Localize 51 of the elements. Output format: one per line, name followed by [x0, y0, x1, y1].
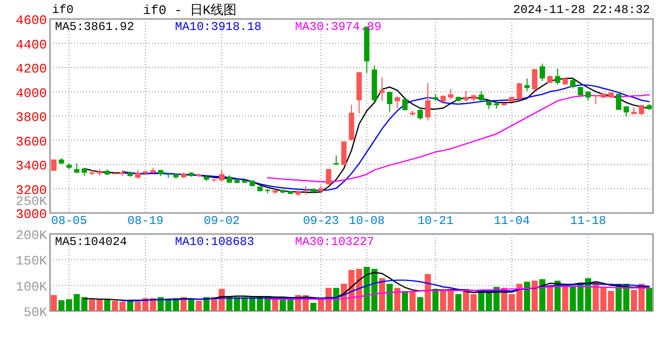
y-tick-label: 200K	[16, 228, 48, 243]
x-tick-label: 09-23	[302, 214, 339, 228]
candlestick	[402, 98, 408, 112]
candlestick	[540, 63, 545, 82]
text: MA5:104024	[55, 235, 128, 249]
y-tick-label: 150K	[16, 254, 48, 269]
y-tick-label: 4000	[16, 86, 47, 101]
y-tick-label: 3800	[16, 110, 47, 125]
y-tick-label: 3400	[16, 158, 47, 174]
x-tick-label: 08-05	[51, 214, 88, 228]
candlestick	[334, 154, 339, 166]
candlestick	[425, 82, 430, 122]
line-series	[266, 286, 650, 300]
y-tick-label: 3600	[16, 134, 47, 150]
candlestick	[524, 78, 530, 92]
text: 2024-11-28 22:48:32	[513, 3, 650, 17]
candlestick	[624, 106, 629, 118]
text: 250K	[16, 194, 48, 209]
text: MA30:103227	[295, 235, 374, 249]
y-tick-label: 4400	[16, 37, 47, 52]
chart-title: if0 - 日K线图	[143, 3, 237, 18]
x-tick-label: 08-19	[127, 214, 164, 228]
y-tick-label: 4200	[16, 62, 47, 76]
text: MA30:3974.89	[295, 20, 382, 34]
text: if0	[52, 3, 74, 17]
x-tick-label: 10-08	[348, 214, 385, 228]
candlestick	[554, 68, 560, 85]
candlestick	[394, 96, 400, 109]
candlestick	[448, 88, 454, 100]
candlestick	[326, 168, 332, 186]
y-tick-label: 50K	[24, 305, 48, 320]
candlestick	[51, 159, 56, 172]
candlestick	[570, 76, 576, 89]
x-tick-label: 10-21	[417, 214, 454, 228]
candlestick	[219, 170, 224, 182]
candlestick	[74, 163, 80, 174]
y-tick-label: 3000	[16, 207, 47, 222]
x-tick-label: 09-02	[204, 214, 240, 228]
candlestick	[478, 90, 484, 102]
candlestick	[418, 108, 423, 120]
line-series	[122, 280, 650, 302]
candlestick	[616, 93, 622, 111]
y-tick-label: 4600	[16, 13, 47, 28]
text: MA10:3918.18	[175, 20, 262, 34]
y-tick-label: 100K	[16, 279, 48, 294]
x-tick-label: 11-18	[570, 214, 606, 228]
x-tick-label: 11-04	[494, 214, 530, 228]
candlestick	[386, 91, 392, 112]
text: MA10:108683	[175, 235, 254, 249]
candlestick	[516, 82, 522, 100]
text: MA5:3861.92	[55, 20, 134, 34]
